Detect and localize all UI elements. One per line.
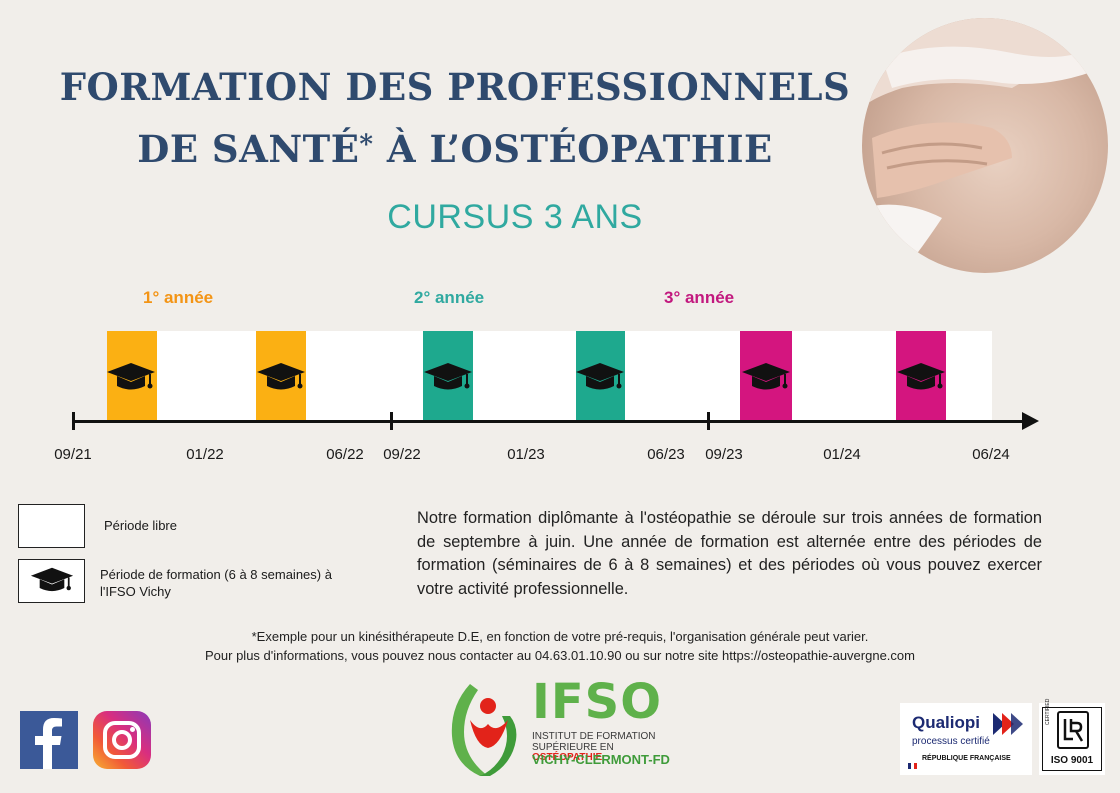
lr-logo-icon — [1057, 711, 1089, 749]
graduation-cap-icon — [897, 363, 945, 390]
graduation-cap-icon — [424, 363, 472, 390]
graduation-cap-icon — [742, 363, 790, 390]
year-2-label: 2° année — [414, 288, 485, 307]
date-label: 09/22 — [383, 446, 421, 463]
date-label: 06/24 — [972, 446, 1010, 463]
subtitle: CURSUS 3 ANS — [387, 198, 643, 236]
qualiopi-arrow-icon — [993, 713, 1023, 735]
graduation-cap-icon — [30, 567, 73, 592]
graduation-cap-icon — [107, 363, 155, 390]
description-paragraph: Notre formation diplômante à l'ostéopath… — [417, 509, 1042, 598]
logo-line-2: SUPÉRIEURE EN OSTÉOPATHIE — [532, 742, 614, 763]
date-label: 09/23 — [705, 446, 743, 463]
iso-certified: CERTIFIED — [1045, 698, 1051, 725]
axis-tick — [707, 412, 710, 430]
instagram-icon[interactable] — [93, 711, 151, 769]
graduation-cap-icon — [257, 363, 305, 390]
timeline-axis — [73, 420, 1030, 423]
date-label: 09/21 — [54, 446, 92, 463]
date-label: 01/24 — [823, 446, 861, 463]
iso-badge: CERTIFIED ISO 9001 — [1039, 699, 1105, 775]
qualiopi-rf: RÉPUBLIQUE FRANÇAISE — [922, 755, 1011, 762]
osteopathy-photo — [862, 18, 1108, 273]
page-title: FORMATION DES PROFESSIONNELS DE SANTÉ* À… — [40, 56, 870, 180]
axis-tick — [72, 412, 75, 430]
axis-tick — [390, 412, 393, 430]
qualiopi-sub: processus certifié — [912, 736, 990, 747]
timeline-bar — [107, 331, 992, 421]
date-label: 01/22 — [186, 446, 224, 463]
facebook-icon[interactable] — [20, 711, 78, 769]
logo-name: IFSO — [532, 674, 663, 730]
date-label: 06/23 — [647, 446, 685, 463]
graduation-cap-icon — [576, 363, 624, 390]
iso-label: ISO 9001 — [1050, 755, 1094, 766]
legend-training-label: Période de formation (6 à 8 semaines) à … — [100, 567, 332, 599]
contact-info: Pour plus d'informations, vous pouvez no… — [205, 648, 915, 663]
year-3-label: 3° année — [664, 288, 735, 307]
flag-icon — [908, 756, 918, 769]
date-label: 01/23 — [507, 446, 545, 463]
qualiopi-badge: Qualiopi processus certifié RÉPUBLIQUE F… — [900, 703, 1032, 775]
logo-line-1: INSTITUT DE FORMATION — [532, 731, 656, 742]
legend-training-swatch — [18, 559, 85, 603]
footnote: *Exemple pour un kinésithérapeute D.E, e… — [251, 629, 869, 644]
ifso-logo: IFSO INSTITUT DE FORMATION SUPÉRIEURE EN… — [440, 676, 685, 781]
hands-logo-icon — [451, 684, 517, 776]
legend-free-swatch — [18, 504, 85, 548]
date-label: 06/22 — [326, 446, 364, 463]
legend-free-label: Période libre — [104, 518, 177, 533]
title-line-1: FORMATION DES PROFESSIONNELS — [59, 65, 851, 109]
year-1-label: 1° année — [143, 288, 214, 307]
logo-line-3: VICHY-CLERMONT-FD — [532, 752, 670, 767]
title-line-2: DE SANTÉ* À L’OSTÉOPATHIE — [137, 127, 773, 171]
arrow-right-icon — [1022, 412, 1039, 430]
qualiopi-name: Qualiopi — [912, 713, 980, 732]
